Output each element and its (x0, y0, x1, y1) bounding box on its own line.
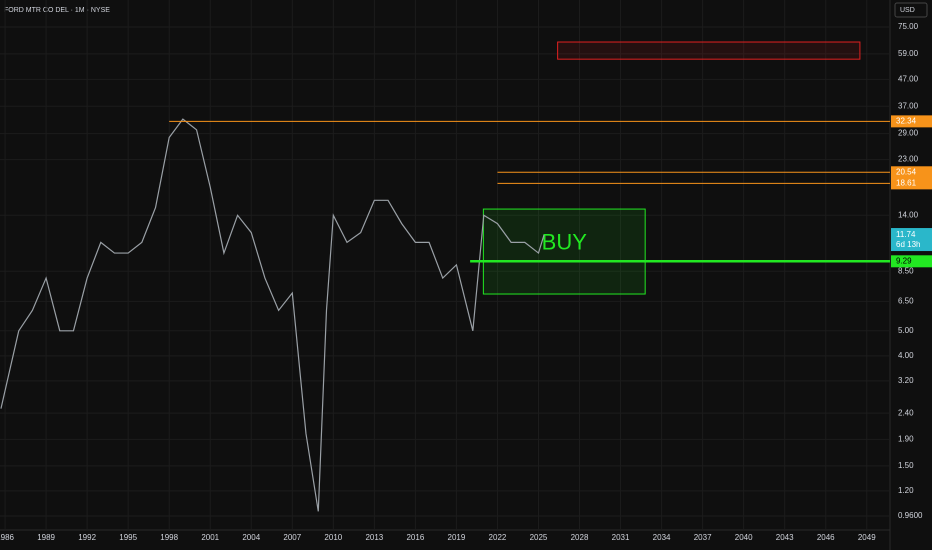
y-tick-label: 1.90 (898, 434, 914, 443)
level-label-box (891, 177, 932, 190)
x-tick-label: 2019 (448, 533, 466, 542)
y-tick-label: 75.00 (898, 22, 919, 31)
x-tick-label: 2043 (776, 533, 794, 542)
x-tick-label: 2037 (694, 533, 712, 542)
x-tick-label: 2007 (283, 533, 301, 542)
x-tick-label: 2046 (817, 533, 835, 542)
chart-title: FORD MTR CO DEL · 1M · NYSE (4, 7, 110, 14)
price-line (0, 118, 545, 512)
zone-box (557, 41, 861, 60)
current-price-box (891, 228, 932, 252)
x-tick-label: 2028 (571, 533, 589, 542)
x-tick-label: 1995 (119, 533, 137, 542)
y-tick-label: 5.00 (898, 326, 914, 335)
x-tick-label: 2040 (735, 533, 753, 542)
countdown: 6d 13h (896, 240, 920, 249)
y-tick-label: 29.00 (898, 129, 919, 138)
level-label: 32.34 (896, 116, 917, 125)
y-tick-label: 14.00 (898, 210, 919, 219)
y-tick-label: 47.00 (898, 75, 919, 84)
x-tick-label: 2034 (653, 533, 671, 542)
level-label-box (891, 255, 932, 268)
x-tick-label: 2022 (489, 533, 507, 542)
x-tick-label: 2013 (365, 533, 383, 542)
zone-box (482, 208, 646, 295)
y-tick-label: 37.00 (898, 101, 919, 110)
y-tick-label: 1.20 (898, 486, 914, 495)
y-tick-label: 6.50 (898, 296, 914, 305)
y-tick-label: 1.50 (898, 461, 914, 470)
x-tick-label: 2025 (530, 533, 548, 542)
y-tick-label: 8.50 (898, 266, 914, 275)
x-tick-label: 1992 (78, 533, 96, 542)
y-tick-label: 2.40 (898, 408, 914, 417)
y-tick-label: 0.9600 (898, 511, 923, 520)
y-tick-label: 4.00 (898, 351, 914, 360)
x-tick-label: 1986 (0, 533, 15, 542)
level-label-box (891, 166, 932, 179)
level-label: 20.54 (896, 167, 917, 176)
currency[interactable]: USD (900, 7, 915, 14)
grid (0, 0, 890, 530)
x-tick-label: 2031 (612, 533, 630, 542)
x-tick-label: 2004 (242, 533, 260, 542)
x-tick-label: 1989 (37, 533, 55, 542)
level-label-box (891, 115, 932, 128)
level-label: 18.61 (896, 178, 917, 187)
level-label: 9.29 (896, 256, 912, 265)
x-tick-label: 1998 (160, 533, 178, 542)
currency-box[interactable] (894, 2, 928, 18)
x-tick-label: 2049 (858, 533, 876, 542)
current-price: 11.74 (896, 230, 916, 239)
x-tick-label: 2001 (201, 533, 219, 542)
x-tick-label: 2010 (324, 533, 342, 542)
y-tick-label: 23.00 (898, 155, 919, 164)
y-tick-label: 3.20 (898, 376, 914, 385)
zone-label: BUY (542, 229, 588, 254)
x-tick-label: 2016 (406, 533, 424, 542)
y-tick-label: 59.00 (898, 49, 919, 58)
